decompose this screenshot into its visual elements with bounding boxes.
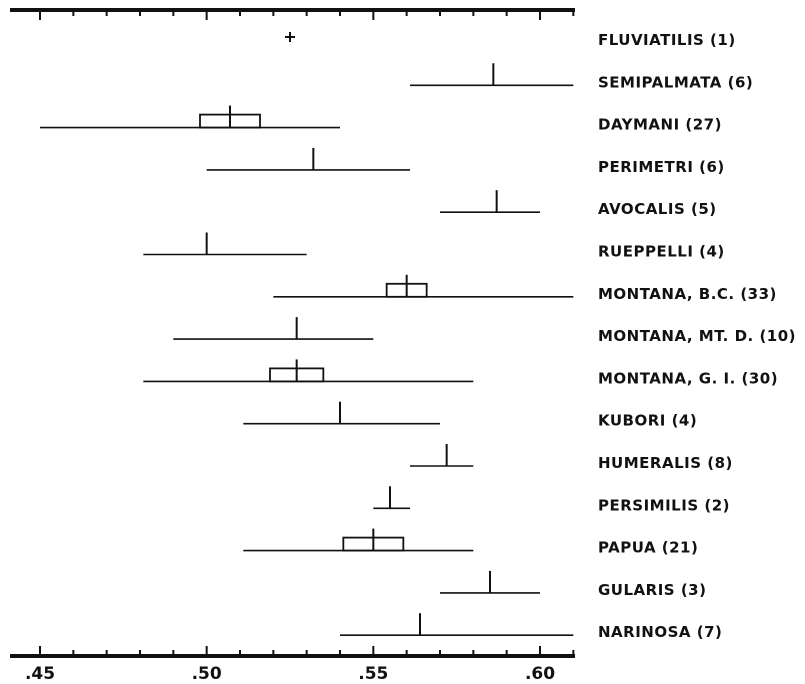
row-label: DAYMANI (27) — [598, 116, 722, 134]
data-row — [440, 570, 540, 594]
data-row — [410, 444, 474, 467]
x-tick-label: .50 — [192, 664, 222, 684]
data-row — [143, 232, 307, 256]
data-row — [40, 105, 340, 129]
data-row — [173, 317, 374, 340]
data-row — [243, 528, 474, 552]
row-label: HUMERALIS (8) — [598, 454, 733, 472]
data-row — [440, 190, 540, 213]
axes: .45 .50 .55 .60 — [10, 8, 575, 684]
row-label: PAPUA (21) — [598, 539, 698, 557]
data-row — [410, 63, 574, 87]
row-labels: FLUVIATILIS (1) SEMIPALMATA (6) DAYMANI (2… — [598, 31, 796, 641]
row-label: NARINOSA (7) — [598, 623, 722, 641]
x-tick-label: .55 — [358, 664, 388, 684]
row-label: MONTANA, B.C. (33) — [598, 285, 777, 303]
data-row — [373, 486, 410, 510]
x-tick-label: .60 — [525, 664, 555, 684]
data-row — [340, 613, 574, 637]
row-label: FLUVIATILIS (1) — [598, 31, 736, 49]
data-row — [285, 32, 295, 42]
row-label: KUBORI (4) — [598, 412, 697, 430]
row-label: RUEPPELLI (4) — [598, 243, 725, 261]
x-tick-label: .45 — [25, 664, 55, 684]
row-label: PERIMETRI (6) — [598, 158, 725, 176]
row-label: AVOCALIS (5) — [598, 200, 717, 218]
data-row — [243, 401, 440, 425]
data-row — [206, 147, 410, 171]
row-label: MONTANA, G. I. (30) — [598, 369, 778, 387]
row-label: SEMIPALMATA (6) — [598, 73, 753, 91]
data-row — [143, 359, 474, 383]
data-rows — [40, 32, 574, 637]
row-label: PERSIMILIS (2) — [598, 496, 730, 514]
data-row — [273, 274, 574, 298]
row-label: MONTANA, MT. D. (10) — [598, 327, 796, 345]
row-label: GULARIS (3) — [598, 581, 706, 599]
